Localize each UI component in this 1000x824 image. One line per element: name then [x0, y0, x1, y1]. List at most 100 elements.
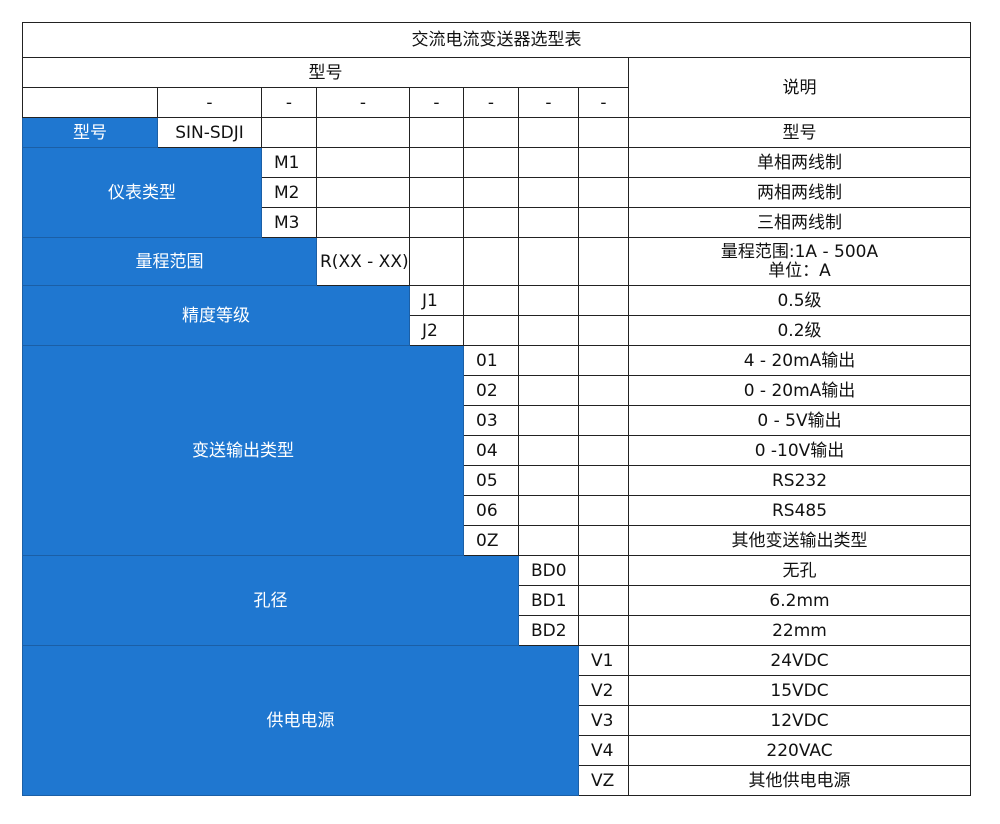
- option-description: 6.2mm: [628, 585, 971, 616]
- empty-cell: [578, 117, 629, 148]
- dash-cell: -: [578, 87, 629, 118]
- table-row: 精度等级 J1 0.5级: [22, 285, 971, 346]
- empty-cell: [578, 237, 629, 286]
- dash-cell: -: [261, 87, 317, 118]
- empty-cell: [463, 285, 519, 316]
- option-code: 04: [463, 435, 519, 466]
- group-label: 孔径: [22, 555, 519, 646]
- option-description: 15VDC: [628, 675, 971, 706]
- table-row: 变送输出类型 01 4 - 20mA输出: [22, 345, 971, 556]
- empty-cell: [578, 435, 629, 466]
- blank-cell: [22, 87, 158, 118]
- option-code: 0Z: [463, 525, 519, 556]
- empty-cell: [518, 375, 579, 406]
- option-description: 4 - 20mA输出: [628, 345, 971, 376]
- empty-cell: [578, 207, 629, 238]
- group-label: 精度等级: [22, 285, 410, 346]
- table-row: 孔径 BD0 无孔: [22, 555, 971, 646]
- option-description: 220VAC: [628, 735, 971, 766]
- model-label: 型号: [22, 117, 158, 148]
- option-code: VZ: [578, 765, 629, 796]
- description-line: 量程范围:1A - 500A: [720, 241, 879, 262]
- empty-cell: [518, 525, 579, 556]
- option-code: M1: [261, 147, 317, 178]
- empty-cell: [518, 345, 579, 376]
- empty-cell: [316, 117, 410, 148]
- group-label: 量程范围: [22, 237, 317, 286]
- option-code: BD0: [518, 555, 579, 586]
- empty-cell: [518, 315, 579, 346]
- empty-cell: [409, 177, 464, 208]
- option-description: 22mm: [628, 615, 971, 646]
- empty-cell: [578, 555, 629, 586]
- option-code: BD1: [518, 585, 579, 616]
- empty-cell: [518, 405, 579, 436]
- empty-cell: [578, 525, 629, 556]
- model-description: 型号: [628, 117, 971, 148]
- option-code: V3: [578, 705, 629, 736]
- empty-cell: [463, 117, 519, 148]
- option-code: V2: [578, 675, 629, 706]
- empty-cell: [518, 117, 579, 148]
- table-row: 供电电源 V1 24VDC: [22, 645, 971, 796]
- option-description: 0 - 5V输出: [628, 405, 971, 436]
- option-code: R(XX - XX): [316, 237, 410, 286]
- empty-cell: [578, 495, 629, 526]
- option-code: J1: [409, 285, 464, 316]
- group-label: 仪表类型: [22, 147, 262, 238]
- empty-cell: [409, 117, 464, 148]
- option-description: 无孔: [628, 555, 971, 586]
- model-value: SIN-SDJI: [157, 117, 262, 148]
- table-row: BD1 6.2mm: [23, 585, 971, 616]
- model-header: 型号: [22, 57, 629, 88]
- option-description: 两相两线制: [628, 177, 971, 208]
- table-row: 03 0 - 5V输出: [23, 405, 971, 436]
- table-row: 05 RS232: [23, 465, 971, 496]
- empty-cell: [578, 147, 629, 178]
- empty-cell: [578, 465, 629, 496]
- empty-cell: [578, 315, 629, 346]
- empty-cell: [518, 435, 579, 466]
- empty-cell: [578, 177, 629, 208]
- empty-cell: [578, 405, 629, 436]
- empty-cell: [463, 177, 519, 208]
- option-code: 06: [463, 495, 519, 526]
- option-description: 量程范围:1A - 500A 单位：A: [628, 237, 971, 286]
- option-code: V4: [578, 735, 629, 766]
- table-row: 仪表类型 M1 单相两线制: [22, 147, 971, 238]
- option-code: M3: [261, 207, 317, 238]
- empty-cell: [409, 207, 464, 238]
- empty-cell: [261, 117, 317, 148]
- empty-cell: [578, 345, 629, 376]
- dash-cell: -: [157, 87, 262, 118]
- table-row: M3 三相两线制: [23, 207, 971, 238]
- table-row: BD2 22mm: [23, 615, 971, 646]
- option-code: V1: [578, 645, 629, 676]
- empty-cell: [518, 237, 579, 286]
- table-row: 0Z 其他变送输出类型: [23, 525, 971, 556]
- group-label: 变送输出类型: [22, 345, 464, 556]
- option-description: 0.2级: [628, 315, 971, 346]
- option-description: 0 - 20mA输出: [628, 375, 971, 406]
- option-description: 0 -10V输出: [628, 435, 971, 466]
- empty-cell: [316, 147, 410, 178]
- option-description: 12VDC: [628, 705, 971, 736]
- group-label: 供电电源: [22, 645, 579, 796]
- dash-cell: -: [316, 87, 410, 118]
- option-description: 24VDC: [628, 645, 971, 676]
- option-description: 其他变送输出类型: [628, 525, 971, 556]
- table-row: M2 两相两线制: [23, 177, 971, 208]
- empty-cell: [316, 177, 410, 208]
- dash-cell: -: [463, 87, 519, 118]
- empty-cell: [578, 615, 629, 646]
- selection-table: 交流电流变送器选型表 型号 说明 - - - - - - - 型号 SIN-SDJ…: [22, 22, 971, 796]
- table-row: 量程范围 R(XX - XX) 量程范围:1A - 500A 单位：A: [22, 237, 971, 286]
- empty-cell: [518, 207, 579, 238]
- option-code: 02: [463, 375, 519, 406]
- dash-cell: -: [518, 87, 579, 118]
- option-description: RS485: [628, 495, 971, 526]
- table-title: 交流电流变送器选型表: [22, 22, 971, 58]
- empty-cell: [518, 495, 579, 526]
- option-code: 03: [463, 405, 519, 436]
- empty-cell: [518, 465, 579, 496]
